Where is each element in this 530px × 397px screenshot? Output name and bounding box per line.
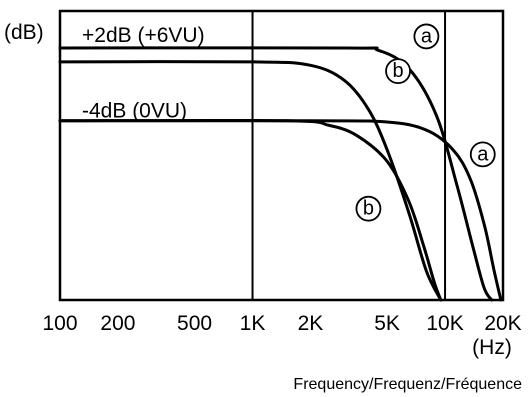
x-tick-200: 200 — [100, 312, 135, 335]
x-tick-20K: 20K — [484, 312, 521, 335]
marker-letter: b — [392, 60, 403, 82]
level-label-0: +2dB (+6VU) — [82, 24, 205, 47]
marker-a-0: a — [413, 23, 440, 50]
marker-letter: a — [477, 143, 489, 165]
marker-letter: a — [421, 25, 433, 47]
curve-minus4db-b — [58, 118, 443, 302]
marker-letter: b — [363, 198, 374, 220]
level-labels: +2dB (+6VU) -4dB (0VU) — [82, 24, 205, 122]
x-tick-1K: 1K — [240, 312, 266, 335]
marker-circle — [355, 195, 382, 222]
curve-plus2db-b — [58, 60, 443, 302]
x-tick-100: 100 — [42, 312, 77, 335]
x-tick-5K: 5K — [374, 312, 400, 335]
curve-minus4db-a — [58, 119, 503, 302]
marker-b-1: b — [385, 58, 411, 85]
marker-circle — [413, 23, 440, 50]
curves — [58, 46, 503, 302]
level-label-1: -4dB (0VU) — [82, 99, 187, 122]
x-axis-unit: (Hz) — [472, 336, 512, 359]
x-tick-labels: 100 200 500 1K 2K 5K 10K 20K — [42, 312, 521, 335]
y-axis-label: (dB) — [4, 21, 44, 44]
marker-circle — [385, 58, 411, 85]
curve-plus2db-a — [58, 46, 494, 302]
x-tick-10K: 10K — [426, 312, 463, 335]
marker-b-3: b — [355, 195, 382, 222]
x-axis-label: Frequency/Frequenz/Fréquence — [293, 376, 522, 393]
marker-a-2: a — [469, 141, 496, 168]
marker-circle — [469, 141, 496, 168]
gridlines — [251, 11, 447, 300]
x-tick-2K: 2K — [298, 312, 324, 335]
plot-frame — [58, 9, 505, 302]
x-tick-500: 500 — [177, 312, 212, 335]
